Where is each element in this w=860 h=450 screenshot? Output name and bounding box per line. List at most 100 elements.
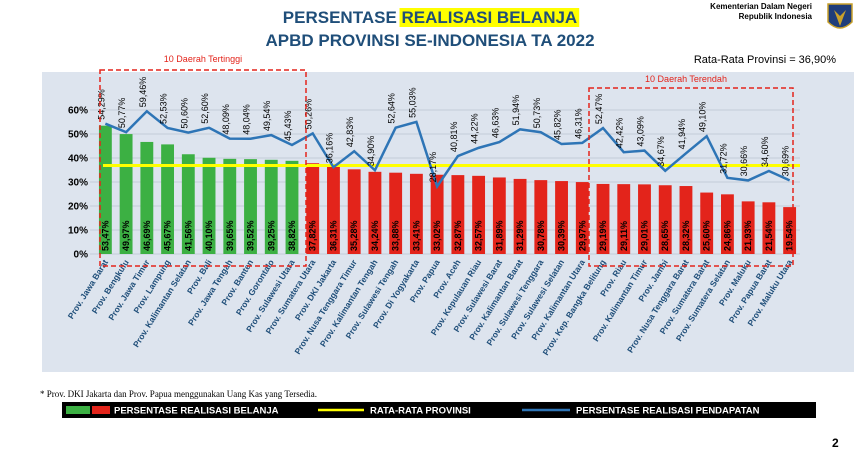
bar <box>617 184 631 254</box>
bar-value-label: 33,02% <box>432 220 442 251</box>
revenue-value-label: 50,77% <box>117 98 127 129</box>
bar <box>285 160 299 254</box>
bar <box>368 171 382 254</box>
bar <box>430 174 444 254</box>
y-tick-label: 50% <box>68 130 88 141</box>
revenue-value-label: 36,16% <box>324 133 334 164</box>
bar-value-label: 28,65% <box>660 220 670 251</box>
bar <box>161 144 175 254</box>
bar-value-label: 36,31% <box>328 220 338 251</box>
revenue-value-label: 30,66% <box>739 146 749 177</box>
y-tick-label: 10% <box>68 226 88 237</box>
revenue-value-label: 40,81% <box>449 122 459 153</box>
bar-value-label: 21,54% <box>764 220 774 251</box>
bar <box>389 172 403 254</box>
y-axis-ticks: 0% 10% 20% 30% 40% 50% 60% <box>68 106 88 261</box>
revenue-value-label: 42,83% <box>345 117 355 148</box>
revenue-value-label: 46,63% <box>490 108 500 139</box>
legend-swatch-others <box>92 406 110 414</box>
revenue-value-label: 49,54% <box>262 101 272 132</box>
top10-group-box <box>99 69 307 267</box>
bar <box>555 181 568 254</box>
top10-group-label: 10 Daerah Tertinggi <box>164 54 242 64</box>
revenue-value-label: 50,60% <box>179 98 189 129</box>
bottom10-group-label: 10 Daerah Terendah <box>645 74 727 84</box>
legend-spending: PERSENTASE REALISASI BELANJA <box>114 406 279 417</box>
bar <box>140 141 154 254</box>
bar-value-label: 37,82% <box>308 220 318 251</box>
legend-average: RATA-RATA PROVINSI <box>370 406 471 417</box>
bar <box>181 154 195 254</box>
bar-value-label: 45,67% <box>163 220 173 251</box>
revenue-value-label: 46,31% <box>573 108 583 139</box>
bar-value-label: 34,24% <box>370 220 380 251</box>
bar <box>492 177 506 254</box>
bar-value-label: 49,97% <box>121 220 131 251</box>
bar <box>720 194 734 254</box>
revenue-value-labels: 54,29% 50,77% 59,46% 52,53% 50,60% 52,60% 48,0… <box>96 77 790 183</box>
bar-value-label: 41,56% <box>183 220 193 251</box>
bar <box>472 175 486 254</box>
bar-value-label: 33,88% <box>391 220 401 251</box>
bar <box>451 175 465 254</box>
chart-title-highlight: REALISASI BELANJA <box>402 8 578 27</box>
bar <box>762 202 776 254</box>
bar-value-label: 32,87% <box>453 220 463 251</box>
revenue-value-label: 48,04% <box>242 104 252 135</box>
bar-value-label: 33,41% <box>411 220 421 251</box>
bar-value-label: 53,47% <box>100 220 110 251</box>
bar-series <box>98 125 797 254</box>
bar <box>575 182 589 254</box>
y-tick-label: 20% <box>68 202 88 213</box>
revenue-line <box>104 109 791 190</box>
bar-value-label: 24,86% <box>722 220 732 251</box>
bar-value-label: 25,60% <box>702 220 712 251</box>
revenue-value-label: 52,64% <box>387 93 397 124</box>
bar <box>596 183 610 254</box>
bar-value-label: 46,69% <box>142 220 152 251</box>
plot-background <box>42 72 854 372</box>
legend-revenue: PERSENTASE REALISASI PENDAPATAN <box>576 406 760 417</box>
bar-value-label: 31,89% <box>494 220 504 251</box>
bar-value-label: 32,57% <box>474 220 484 251</box>
average-note: Rata-Rata Provinsi = 36,90% <box>694 54 836 66</box>
bar <box>327 166 340 254</box>
bar <box>700 192 714 254</box>
ministry-name-line1: Kementerian Dalam Negeri <box>710 2 812 11</box>
revenue-value-label: 54,29% <box>96 89 106 120</box>
bar-value-label: 39,52% <box>246 220 256 251</box>
chart-title-line1: PERSENTASE REALISASI BELANJA <box>283 8 577 27</box>
revenue-value-label: 50,73% <box>532 98 542 129</box>
bar-value-label: 21,93% <box>743 220 753 251</box>
bar-value-label: 19,54% <box>785 220 795 251</box>
bar <box>223 158 237 254</box>
y-tick-label: 60% <box>68 106 88 117</box>
bottom10-group-box <box>588 87 794 267</box>
revenue-value-label: 41,94% <box>677 119 687 150</box>
bar-value-label: 29,11% <box>619 221 629 251</box>
revenue-value-label: 55,03% <box>407 87 417 118</box>
bar-value-label: 40,10% <box>204 220 214 251</box>
y-tick-label: 0% <box>74 250 89 261</box>
bar <box>658 185 672 254</box>
bar <box>534 180 548 254</box>
ministry-name-line2: Republik Indonesia <box>739 12 813 21</box>
revenue-value-label: 31,72% <box>718 143 728 174</box>
legend-swatch-top10 <box>66 406 90 414</box>
revenue-value-label: 49,10% <box>698 102 708 133</box>
y-tick-label: 40% <box>68 154 88 165</box>
footnote: * Prov. DKI Jakarta dan Prov. Papua meng… <box>40 389 317 399</box>
title-highlight-background <box>399 8 580 27</box>
bar-value-label: 29,97% <box>577 220 587 251</box>
bar-value-label: 29,19% <box>598 220 608 251</box>
revenue-value-label: 34,67% <box>656 136 666 167</box>
bar <box>347 169 361 254</box>
page-number: 2 <box>832 436 839 450</box>
bar-value-label: 30,39% <box>557 220 567 251</box>
legend-bar <box>62 402 816 418</box>
bar <box>264 159 278 254</box>
bar <box>202 157 216 254</box>
ministry-logo <box>827 3 853 29</box>
revenue-value-label: 42,42% <box>615 118 625 149</box>
